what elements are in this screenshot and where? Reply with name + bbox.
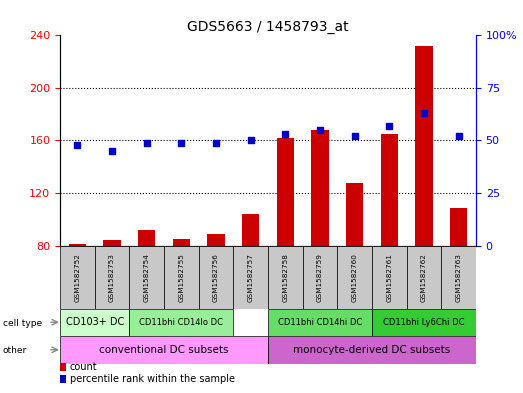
Bar (129, 309, 233, 336)
Bar (407, 246, 441, 309)
Point (420, 110, 428, 116)
Text: GSM1582759: GSM1582759 (317, 253, 323, 301)
Bar (60, 246, 95, 309)
Bar (233, 246, 268, 309)
Text: GSM1582756: GSM1582756 (213, 253, 219, 301)
Text: GSM1582754: GSM1582754 (144, 253, 150, 301)
Bar (268, 309, 372, 336)
Bar (337, 246, 372, 309)
Text: other: other (3, 346, 27, 355)
Text: GSM1582758: GSM1582758 (282, 253, 288, 301)
Bar (303, 246, 337, 309)
Bar (60, 309, 129, 336)
Bar (199, 246, 233, 309)
Text: GSM1582761: GSM1582761 (386, 253, 392, 301)
Point (73, 141, 82, 148)
Bar (441, 246, 476, 309)
Bar (277, 138, 294, 246)
Point (454, 133, 463, 140)
Text: GSM1582752: GSM1582752 (74, 253, 81, 301)
Point (108, 148, 116, 154)
Bar (104, 241, 121, 246)
Bar (242, 214, 259, 246)
Text: CD11bhi CD14lo DC: CD11bhi CD14lo DC (140, 318, 223, 327)
Text: CD103+ DC: CD103+ DC (66, 317, 124, 327)
Text: percentile rank within the sample: percentile rank within the sample (70, 374, 234, 384)
Point (281, 131, 290, 137)
Point (212, 140, 220, 146)
Bar (173, 239, 190, 246)
Bar (95, 246, 129, 309)
Point (143, 140, 151, 146)
Bar (268, 336, 476, 364)
Bar (208, 234, 225, 246)
Text: count: count (70, 362, 97, 372)
Bar (346, 182, 363, 246)
Text: GSM1582753: GSM1582753 (109, 253, 115, 301)
Point (316, 127, 324, 133)
Bar (164, 246, 199, 309)
Text: GSM1582755: GSM1582755 (178, 253, 185, 301)
Title: GDS5663 / 1458793_at: GDS5663 / 1458793_at (187, 20, 349, 34)
Point (385, 123, 393, 129)
Text: GSM1582763: GSM1582763 (456, 253, 462, 301)
Text: monocyte-derived DC subsets: monocyte-derived DC subsets (293, 345, 451, 355)
Text: GSM1582762: GSM1582762 (421, 253, 427, 301)
Bar (268, 246, 303, 309)
Text: CD11bhi CD14hi DC: CD11bhi CD14hi DC (278, 318, 362, 327)
Bar (311, 130, 328, 246)
Bar (415, 46, 433, 246)
Text: cell type: cell type (3, 319, 42, 327)
Text: CD11bhi Ly6Chi DC: CD11bhi Ly6Chi DC (383, 318, 465, 327)
Text: conventional DC subsets: conventional DC subsets (99, 345, 229, 355)
Text: GSM1582757: GSM1582757 (248, 253, 254, 301)
Bar (69, 244, 86, 246)
Text: GSM1582760: GSM1582760 (351, 253, 358, 301)
Bar (450, 208, 467, 246)
Bar (60, 336, 268, 364)
Bar (381, 134, 398, 246)
Point (350, 133, 359, 140)
Bar (372, 309, 476, 336)
Bar (372, 246, 407, 309)
Bar (138, 230, 155, 246)
Bar (129, 246, 164, 309)
Point (246, 137, 255, 143)
Point (177, 140, 186, 146)
